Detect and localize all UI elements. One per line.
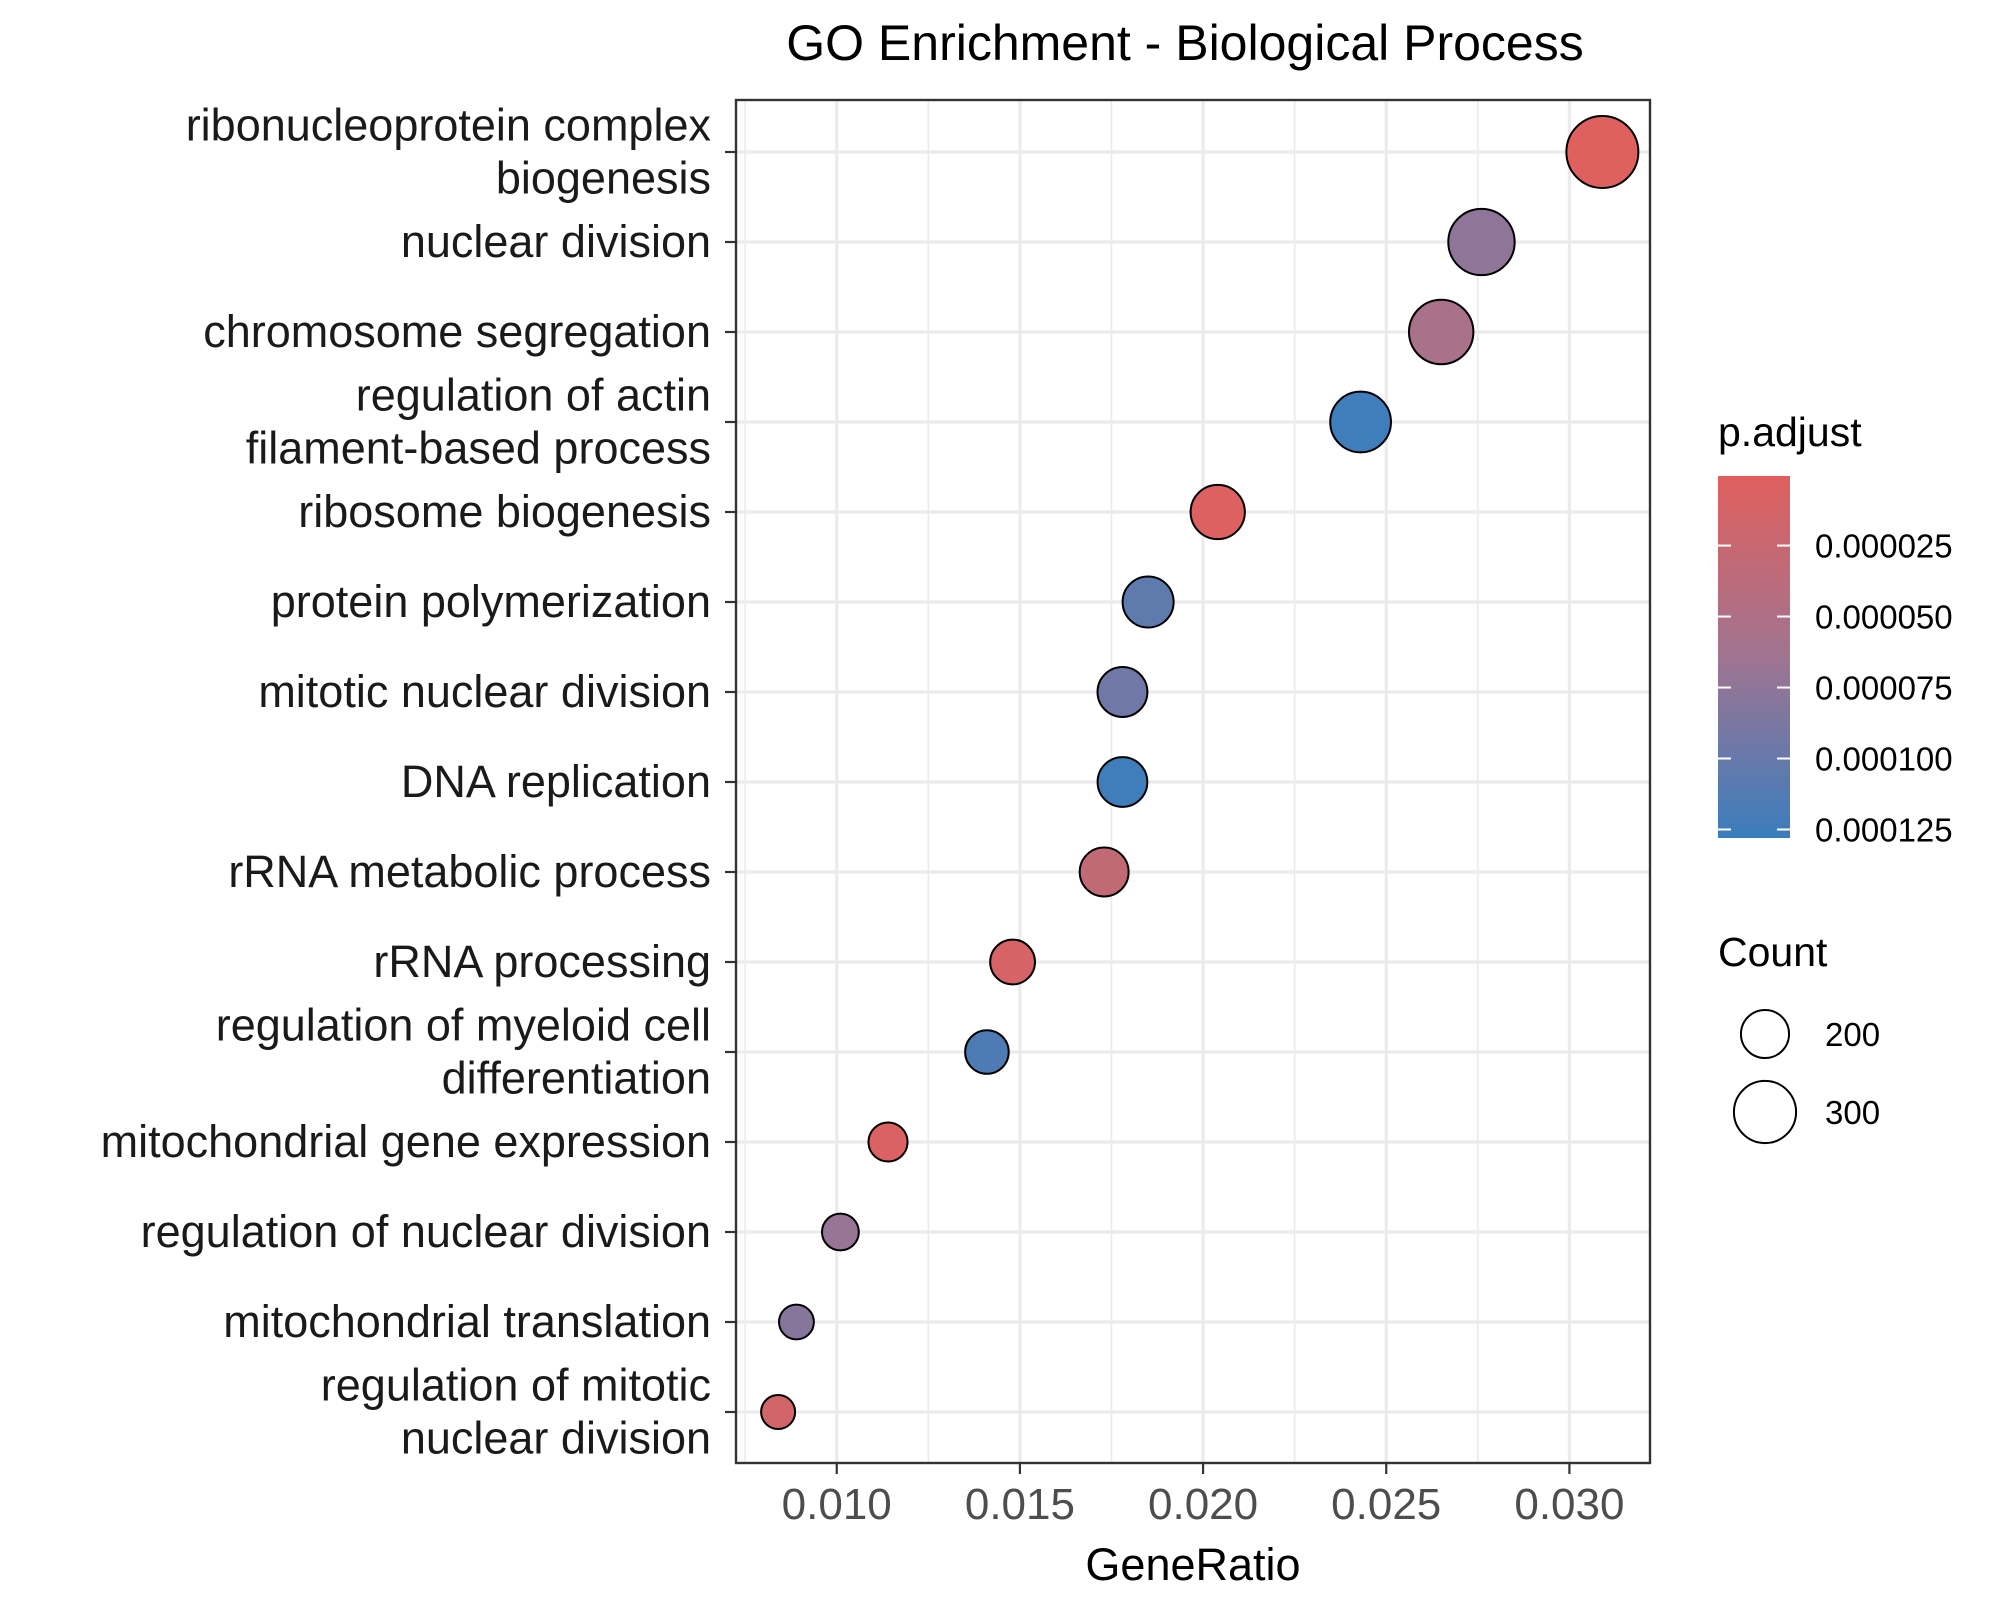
x-tick-label: 0.010	[782, 1480, 892, 1529]
category-label: regulation of nuclear division	[141, 1206, 711, 1257]
colorbar-tick-label: 0.000025	[1815, 528, 1953, 565]
data-point	[1329, 390, 1392, 454]
x-tick-label: 0.030	[1514, 1480, 1624, 1529]
data-point	[820, 1212, 860, 1252]
count-legend-key	[1732, 1079, 1798, 1145]
count-legend-label: 200	[1825, 1016, 1880, 1053]
data-point	[778, 1303, 815, 1341]
category-label: DNA replication	[401, 756, 711, 807]
colorbar-tick-label: 0.000125	[1815, 811, 1953, 848]
count-legend: Count 200 300	[1718, 929, 1880, 1145]
category-label: mitochondrial gene expression	[101, 1116, 711, 1167]
data-point	[1407, 298, 1475, 366]
data-point	[964, 1029, 1010, 1075]
data-point	[1096, 756, 1149, 808]
category-label: ribonucleoprotein complex biogenesis	[186, 100, 712, 204]
category-label: rRNA metabolic process	[228, 846, 711, 897]
p-adjust-legend: p.adjust 0.000025 0.000050 0.000075 0.00010…	[1718, 409, 1953, 848]
data-point	[1447, 207, 1516, 277]
count-legend-label: 300	[1825, 1094, 1880, 1131]
x-tick-label: 0.020	[1148, 1480, 1258, 1529]
y-axis: ribonucleoprotein complex biogenesis nucle…	[101, 100, 736, 1464]
data-point	[1121, 575, 1175, 629]
category-label: nuclear division	[401, 216, 711, 267]
category-label: protein polymerization	[271, 576, 711, 627]
grid-lines	[736, 100, 1650, 1463]
p-adjust-legend-title: p.adjust	[1718, 409, 1862, 455]
count-legend-title: Count	[1718, 929, 1828, 975]
x-tick-label: 0.015	[965, 1480, 1075, 1529]
x-axis: 0.010 0.015 0.020 0.025 0.030	[782, 1463, 1624, 1529]
p-adjust-colorbar	[1718, 476, 1790, 838]
category-label: rRNA processing	[373, 936, 711, 987]
category-label: chromosome segregation	[203, 306, 711, 357]
colorbar-tick-label: 0.000100	[1815, 741, 1953, 778]
data-point	[760, 1394, 797, 1430]
data-point	[1096, 666, 1149, 718]
category-label: ribosome biogenesis	[298, 486, 711, 537]
category-label: regulation of myeloid cell differentiatio…	[216, 1000, 711, 1104]
data-point	[989, 938, 1036, 986]
category-label: mitotic nuclear division	[258, 666, 711, 717]
x-axis-title: GeneRatio	[1085, 1539, 1300, 1590]
data-point	[1189, 483, 1246, 541]
x-tick-label: 0.025	[1331, 1480, 1441, 1529]
data-point	[1078, 846, 1130, 898]
data-points	[760, 115, 1640, 1430]
category-label: mitochondrial translation	[223, 1296, 711, 1347]
data-point	[867, 1121, 909, 1163]
category-label: regulation of mitotic nuclear division	[321, 1360, 711, 1464]
colorbar-tick-label: 0.000050	[1815, 599, 1953, 636]
category-label: regulation of actin filament-based proces…	[246, 370, 711, 474]
colorbar-tick-label: 0.000075	[1815, 670, 1953, 707]
count-legend-key	[1739, 1008, 1791, 1060]
chart-title: GO Enrichment - Biological Process	[786, 15, 1584, 71]
data-point	[1565, 115, 1640, 189]
